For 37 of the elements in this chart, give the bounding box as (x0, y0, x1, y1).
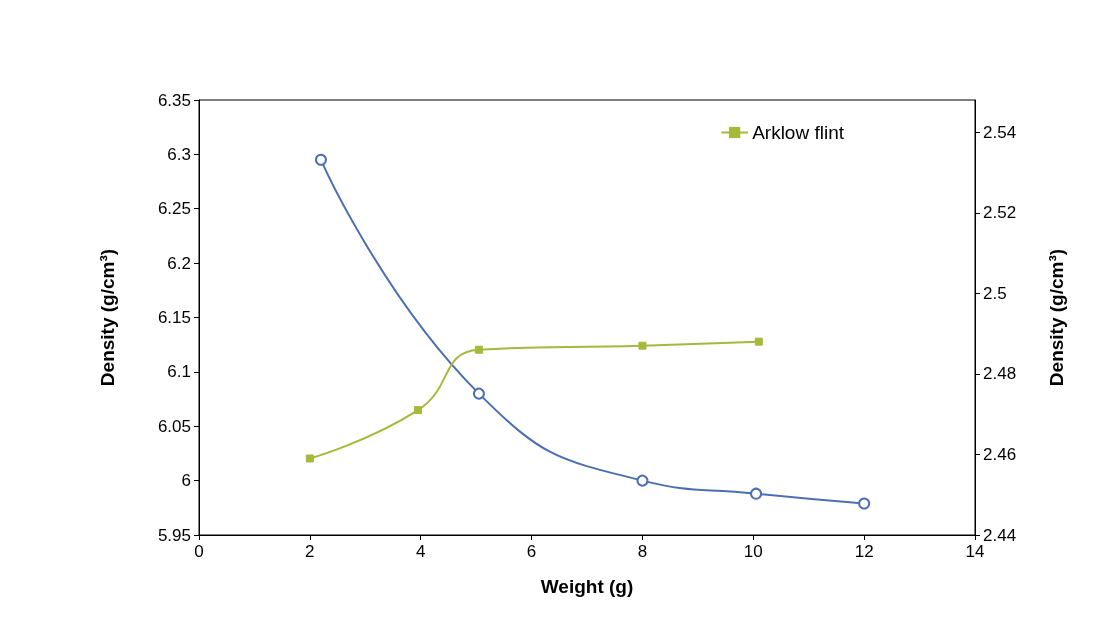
y2-tick-label: 2.52 (983, 203, 1017, 223)
y-tick-label: 6.35 (157, 90, 191, 110)
x-tick-label: 14 (965, 542, 985, 561)
y-tick-label: 6.25 (157, 199, 191, 219)
y-tick-label: 6.15 (157, 308, 191, 327)
point (305, 454, 314, 463)
y-axis-title: Density (g/cm³) (97, 248, 118, 387)
point (638, 341, 647, 350)
y-tick-label: 5.95 (157, 525, 191, 545)
y-tick-label: 6.2 (167, 253, 191, 273)
y2-tick-label: 2.5 (983, 283, 1007, 303)
y2-tick-label: 2.46 (983, 444, 1017, 464)
point (474, 345, 483, 354)
point (472, 387, 485, 400)
y-tick-label: 6.05 (157, 416, 191, 436)
y-tick-label: 6.3 (167, 144, 191, 164)
x-tick-label: 4 (415, 542, 426, 561)
point (754, 337, 763, 346)
y2-tick-label: 2.54 (983, 122, 1017, 142)
point (636, 474, 649, 487)
y2-axis-title: Density (g/cm³) (1046, 248, 1067, 387)
y-tick-label: 6 (181, 471, 191, 491)
x-tick-label: 8 (637, 542, 648, 561)
legend-label: Arklow flint (752, 122, 845, 143)
y-tick-label: 6.1 (167, 362, 191, 382)
x-tick-label: 10 (743, 542, 763, 561)
x-tick-label: 6 (526, 542, 537, 561)
point (858, 497, 871, 510)
y2-tick-label: 2.48 (983, 364, 1017, 384)
point (413, 406, 422, 415)
x-axis-title: Weight (g) (540, 576, 634, 597)
point (750, 487, 763, 500)
y2-tick-label: 2.44 (983, 525, 1017, 545)
x-tick-label: 12 (854, 542, 874, 561)
point (314, 153, 327, 166)
x-tick-label: 0 (194, 542, 204, 561)
x-tick-label: 2 (305, 542, 315, 561)
